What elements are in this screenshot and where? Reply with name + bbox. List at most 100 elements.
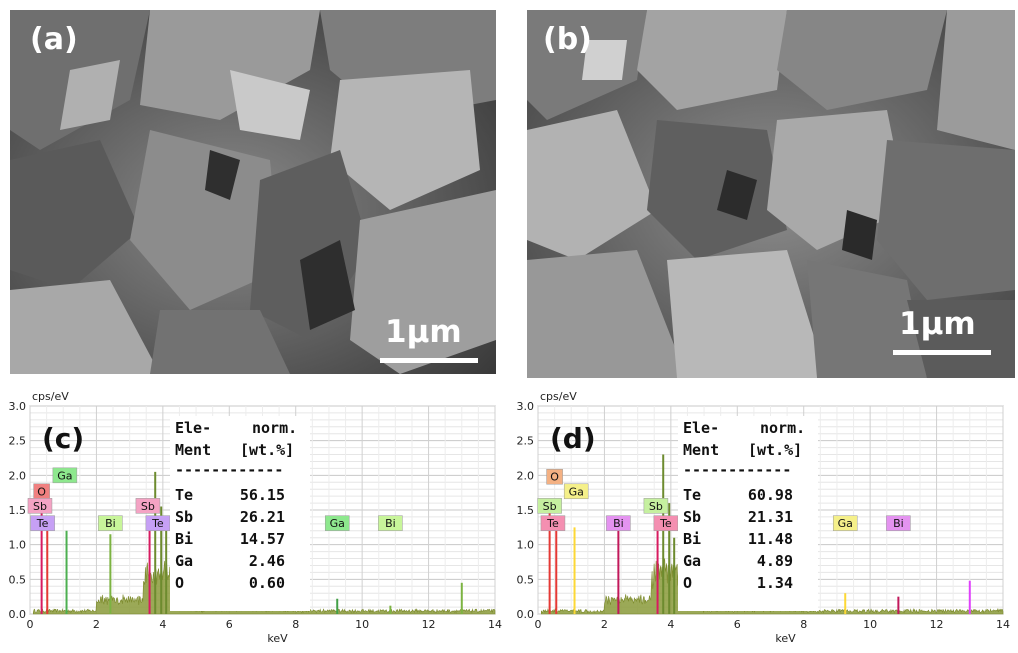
y-tick-label: 2.0 [517,469,535,482]
scale-bar-b [893,350,991,355]
scale-bar-label-b: 1μm [899,306,976,342]
element-tag [52,467,78,484]
element-tag-label: Sb [649,500,663,513]
element-tag [27,498,53,514]
element-tag [537,498,562,514]
element-tag [606,515,631,531]
x-tick-label: 12 [422,618,436,631]
element-tag [135,498,161,514]
table-row-value: 11.48 [748,530,793,548]
y-tick-label: 0.0 [9,608,27,621]
edx-spectrum-c: Ga O Sb Te Bi Sb Te Ga Bi 0.0 0.5 1.0 1.5 2.0 2.5 3.0 0 2… [0,386,510,653]
x-tick-label: 2 [601,618,608,631]
x-axis-title: keV [267,632,288,645]
element-tag-label: Te [659,517,672,530]
sem-micrograph-a [10,10,496,374]
y-tick-label: 0.0 [517,608,535,621]
x-tick-label: 10 [863,618,877,631]
panel-label: (d) [550,422,596,455]
table-row-value: 1.34 [757,574,793,592]
y-tick-label: 1.0 [9,539,27,552]
table-separator: ------------ [175,461,283,479]
element-tag [886,515,911,531]
x-tick-label: 8 [800,618,807,631]
y-tick-label: 1.5 [517,504,535,517]
element-tag-label: Sb [141,500,155,513]
table-header-value: norm. [252,419,297,437]
x-tick-label: 14 [996,618,1010,631]
y-tick-label: 1.5 [9,504,27,517]
element-tag-label: Bi [893,517,904,530]
panel-label-b: (b) [543,22,592,57]
element-tag-label: Bi [613,517,624,530]
x-tick-label: 6 [734,618,741,631]
table-row-element: Bi [683,530,701,548]
table-row-value: 60.98 [748,486,793,504]
y-tick-label: 3.0 [9,400,27,413]
element-tag-label: Sb [33,500,47,513]
element-tag [653,515,679,531]
table-header-element: Ele- [683,419,719,437]
panel-label: (c) [42,422,84,455]
element-tag [30,515,55,531]
x-tick-label: 10 [355,618,369,631]
table-header-value: norm. [760,419,805,437]
table-row-value: 0.60 [249,574,285,592]
table-row-element: Sb [683,508,701,526]
element-tag-label: Ga [57,469,72,482]
element-tag [324,515,350,531]
element-tag-label: Bi [105,517,116,530]
sem-image-b: (b) 1μm [527,10,1015,378]
y-tick-label: 1.0 [517,539,535,552]
y-tick-label: 0.5 [9,573,27,586]
x-tick-label: 14 [488,618,502,631]
table-row-value: 21.31 [748,508,793,526]
scale-bar-label-a: 1μm [385,314,462,350]
element-tag-label: Ga [838,517,853,530]
edx-spectrum-d: O Ga Sb Te Bi Sb Te Ga Bi 0.0 0.5 1.0 1.5 2.0 2.5 3.0 0 2… [508,386,1018,653]
element-tag [546,468,563,485]
table-row-element: Ga [175,552,193,570]
edx-chart-c: Ga O Sb Te Bi Sb Te Ga Bi 0.0 0.5 1.0 1.5 2.0 2.5 3.0 0 2… [9,390,503,645]
table-row-element: O [683,574,692,592]
y-tick-label: 2.0 [9,469,27,482]
x-tick-label: 0 [27,618,34,631]
x-tick-label: 6 [226,618,233,631]
x-tick-label: 4 [159,618,166,631]
x-tick-label: 0 [535,618,542,631]
element-tag-label: Te [36,517,49,530]
element-tag [98,515,123,531]
table-row-element: Te [175,486,193,504]
table-row-element: Ga [683,552,701,570]
table-row-value: 56.15 [240,486,285,504]
table-header-value: [wt.%] [748,441,802,459]
element-tag-label: O [550,471,559,484]
sem-micrograph-b [527,10,1015,378]
sem-image-a: (a) 1μm [10,10,496,374]
y-tick-label: 2.5 [9,435,27,448]
table-header-element: Ele- [175,419,211,437]
panel-label-a: (a) [30,22,78,57]
table-row-element: O [175,574,184,592]
x-axis-title: keV [775,632,796,645]
y-tick-label: 3.0 [517,400,535,413]
table-row-value: 14.57 [240,530,285,548]
table-row-value: 4.89 [757,552,793,570]
table-row-element: Bi [175,530,193,548]
element-tag-label: Sb [543,500,557,513]
element-tag-label: O [37,485,46,498]
x-tick-label: 12 [930,618,944,631]
y-axis-title: cps/eV [32,390,69,403]
composition-table-bg [170,416,310,611]
y-axis-title: cps/eV [540,390,577,403]
element-tag [378,515,403,531]
x-tick-label: 8 [292,618,299,631]
y-tick-label: 2.5 [517,435,535,448]
table-row-element: Te [683,486,701,504]
table-separator: ------------ [683,461,791,479]
element-tag-label: Te [546,517,559,530]
element-tag [145,515,171,531]
y-tick-label: 0.5 [517,573,535,586]
table-row-value: 26.21 [240,508,285,526]
element-tag [832,515,858,531]
